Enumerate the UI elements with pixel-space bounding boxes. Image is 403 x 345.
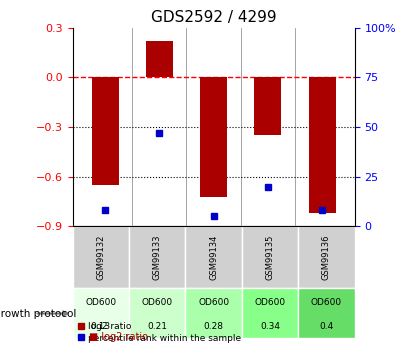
Text: 0.4: 0.4 [319,323,334,332]
Legend: log2 ratio, percentile rank within the sample: log2 ratio, percentile rank within the s… [77,322,241,343]
Text: GSM99135: GSM99135 [266,235,274,280]
Bar [200,77,227,197]
Text: GSM99134: GSM99134 [209,235,218,280]
Bar [146,41,173,77]
FancyBboxPatch shape [129,288,185,338]
FancyBboxPatch shape [129,226,185,288]
Text: ■ log2 ratio: ■ log2 ratio [89,332,147,342]
FancyBboxPatch shape [298,288,355,338]
Text: OD600: OD600 [141,298,173,307]
Text: OD600: OD600 [311,298,342,307]
Text: 0.28: 0.28 [204,323,224,332]
Bar [91,77,118,185]
Text: 0.21: 0.21 [147,323,167,332]
Bar [254,77,281,135]
Text: 0.34: 0.34 [260,323,280,332]
FancyBboxPatch shape [298,226,355,288]
FancyBboxPatch shape [73,226,129,288]
FancyBboxPatch shape [73,288,129,338]
Text: OD600: OD600 [254,298,286,307]
FancyBboxPatch shape [185,288,242,338]
FancyBboxPatch shape [242,226,298,288]
Title: GDS2592 / 4299: GDS2592 / 4299 [151,10,276,25]
Text: GSM99133: GSM99133 [153,235,162,280]
Text: 0.13: 0.13 [91,323,111,332]
Text: OD600: OD600 [198,298,229,307]
Text: growth protocol: growth protocol [0,308,76,318]
FancyBboxPatch shape [185,226,242,288]
Text: GSM99136: GSM99136 [322,235,331,280]
FancyBboxPatch shape [242,288,298,338]
Text: GSM99132: GSM99132 [96,235,105,280]
Text: OD600: OD600 [85,298,116,307]
Bar [309,77,336,213]
